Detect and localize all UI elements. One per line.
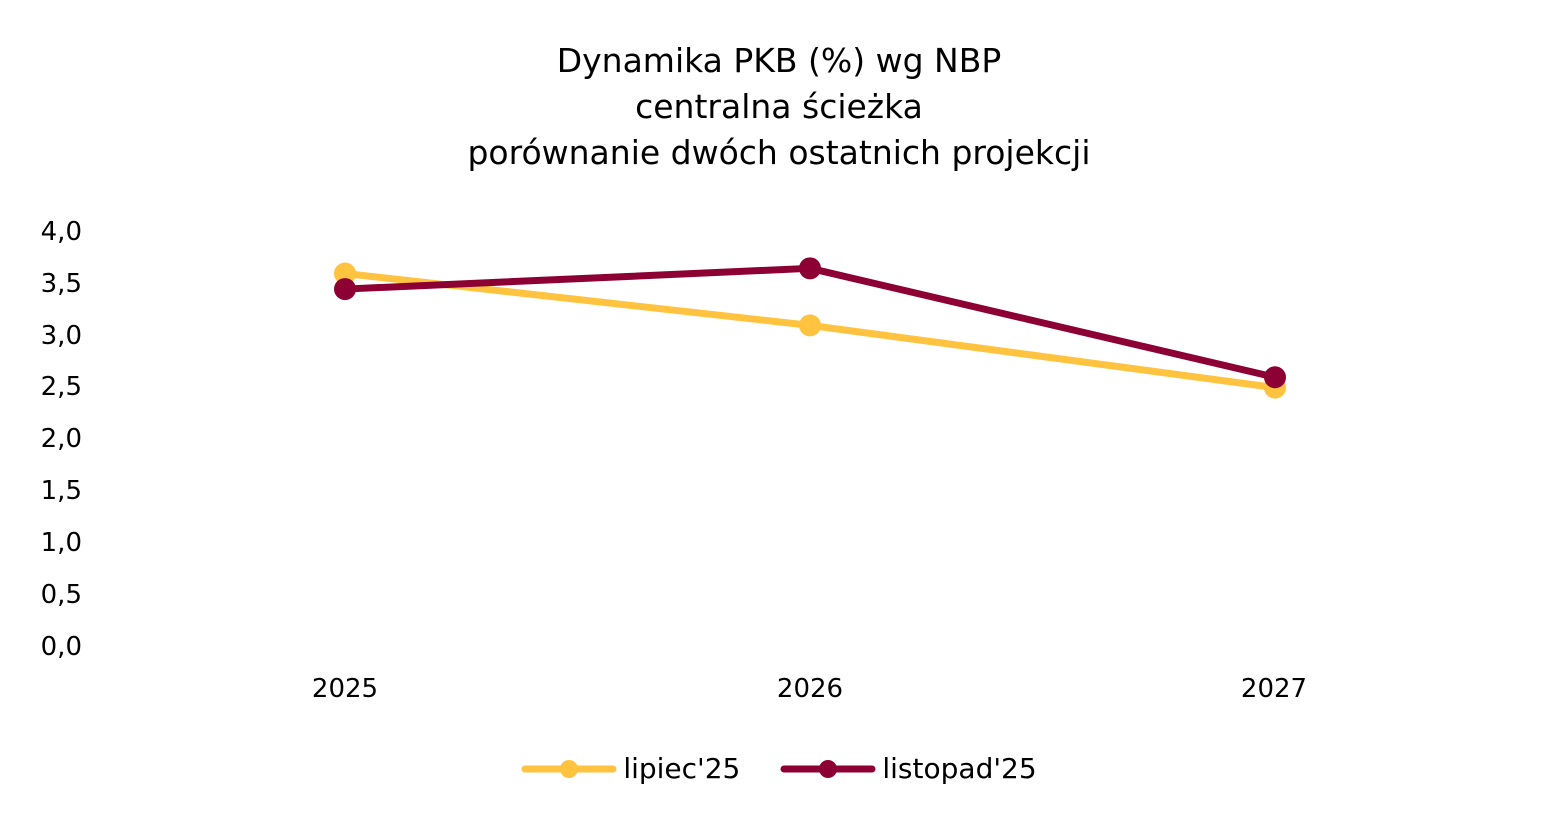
y-tick: 4,0 [40,217,82,247]
legend-label: lipiec'25 [623,752,741,785]
y-tick: 0,0 [40,632,82,662]
data-point [799,314,821,337]
data-point [334,262,356,285]
data-point [799,257,821,280]
title-line-2: centralna ścieżka [635,87,923,126]
y-tick: 3,0 [40,321,82,351]
x-tick: 2025 [311,674,379,704]
chart-title: Dynamika PKB (%) wg NBP centralna ścieżk… [0,38,1558,176]
x-tick: 2027 [1240,674,1308,704]
x-tick: 2026 [776,674,844,704]
y-tick: 2,5 [40,372,82,402]
legend-item-lipiec: lipiec'25 [521,752,740,785]
y-tick: 1,0 [40,528,82,558]
data-point [1264,366,1286,389]
legend-item-listopad: listopad'25 [780,752,1037,785]
legend-label: listopad'25 [882,752,1037,785]
y-tick: 2,0 [40,424,82,454]
y-tick: 0,5 [40,580,82,610]
legend-marker-lipiec-icon [521,759,617,778]
legend-marker-listopad-icon [780,759,876,778]
y-tick: 1,5 [40,476,82,506]
data-point [334,278,356,301]
legend: lipiec'25 listopad'25 [0,752,1558,785]
title-line-3: porównanie dwóch ostatnich projekcji [467,133,1091,172]
y-tick: 3,5 [40,269,82,299]
title-line-1: Dynamika PKB (%) wg NBP [556,41,1002,80]
